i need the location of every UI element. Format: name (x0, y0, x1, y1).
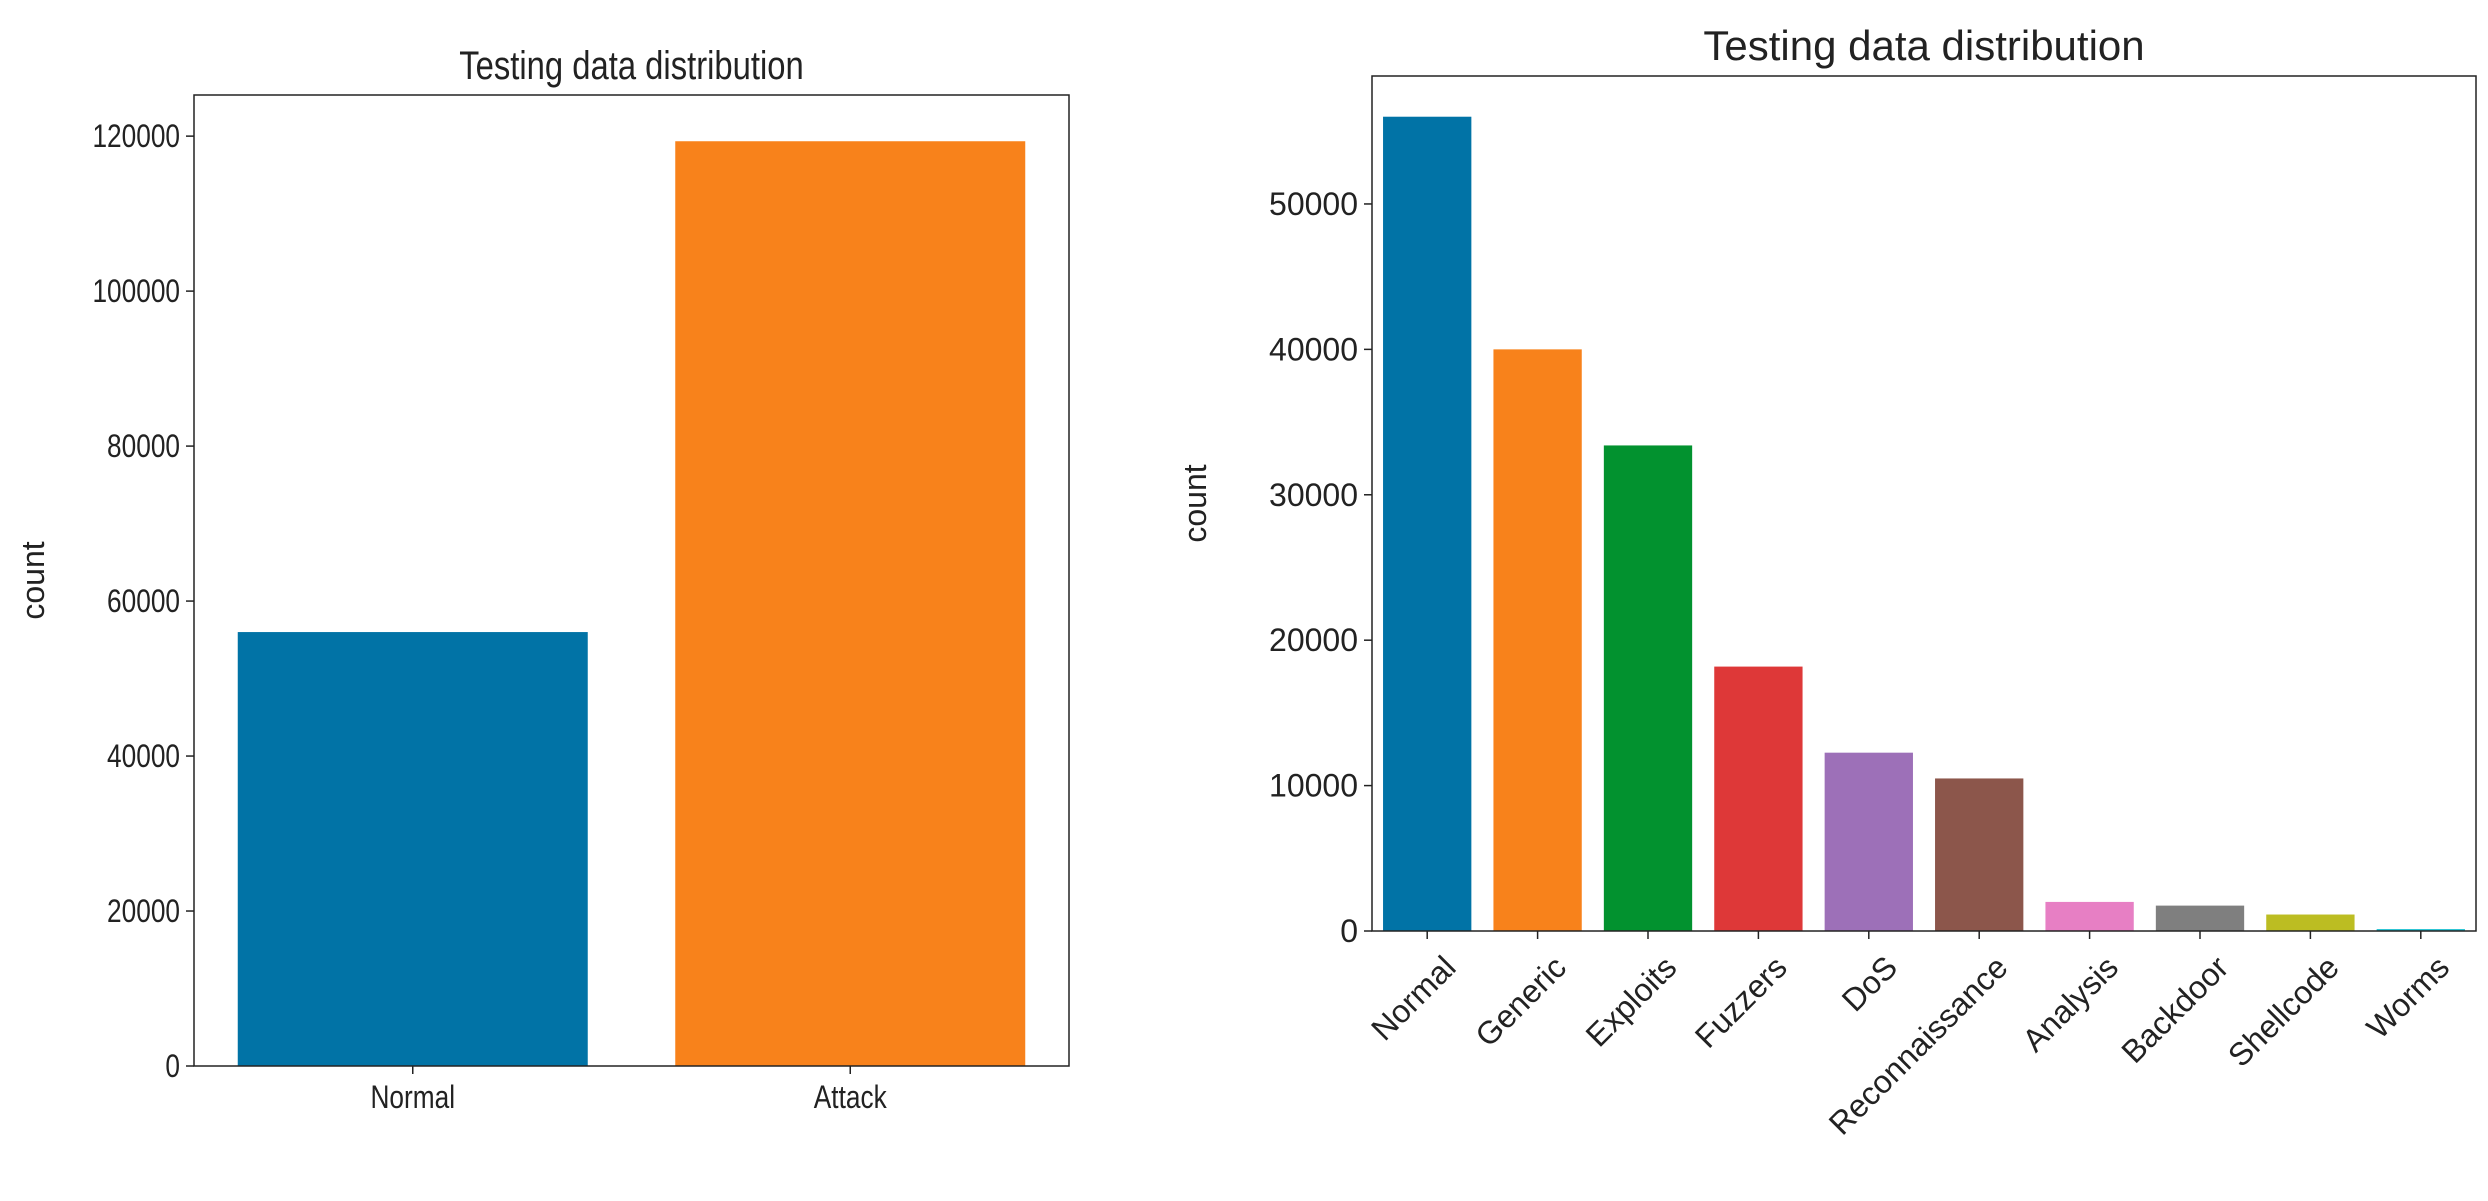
bar (1603, 445, 1693, 931)
y-tick-label: 50000 (1269, 186, 1358, 222)
x-tick-label: Generic (1468, 949, 1573, 1054)
y-tick-label: 120000 (92, 120, 180, 155)
y-tick-label: 80000 (107, 430, 180, 465)
x-tick-label: Exploits (1579, 949, 1684, 1054)
plot-frame (1371, 75, 2477, 932)
bar (1493, 349, 1582, 932)
chart-title: Testing data distribution (1703, 22, 2144, 69)
x-tick-label: Fuzzers (1688, 949, 1794, 1055)
x-tick-label: Normal (370, 1081, 455, 1116)
plot-frame (193, 94, 1070, 1067)
y-tick-label: 60000 (107, 585, 180, 620)
bar (1824, 752, 1913, 931)
y-tick-label: 20000 (1269, 622, 1358, 658)
bar (2155, 905, 2245, 931)
y-tick-label: 40000 (107, 740, 180, 775)
bar (675, 141, 1026, 1066)
x-tick-label: Analysis (2015, 949, 2125, 1059)
x-tick-label: Normal (1364, 949, 1462, 1047)
y-tick-label: 40000 (1269, 331, 1358, 367)
bar (1714, 666, 1803, 931)
y-tick-label: 20000 (107, 895, 180, 930)
x-tick-label: Attack (814, 1081, 887, 1116)
y-axis-label: count (1177, 464, 1213, 542)
y-axis-label: count (15, 541, 51, 619)
bar (237, 632, 588, 1066)
chart-title: Testing data distribution (459, 43, 803, 88)
y-tick-label: 10000 (1269, 768, 1358, 804)
bar (2266, 914, 2355, 931)
bar (1935, 778, 2024, 931)
x-tick-label: DoS (1835, 949, 1904, 1018)
bar (2045, 901, 2134, 931)
y-tick-label: 30000 (1269, 477, 1358, 513)
bar (2376, 929, 2465, 931)
y-tick-label: 0 (165, 1050, 180, 1085)
x-tick-label: Shellcode (2221, 949, 2346, 1074)
x-tick-label: Backdoor (2114, 949, 2235, 1070)
y-tick-label: 100000 (92, 275, 180, 310)
y-tick-label: 0 (1340, 913, 1358, 949)
x-tick-label: Worms (2359, 949, 2456, 1046)
bar (1383, 116, 1472, 931)
